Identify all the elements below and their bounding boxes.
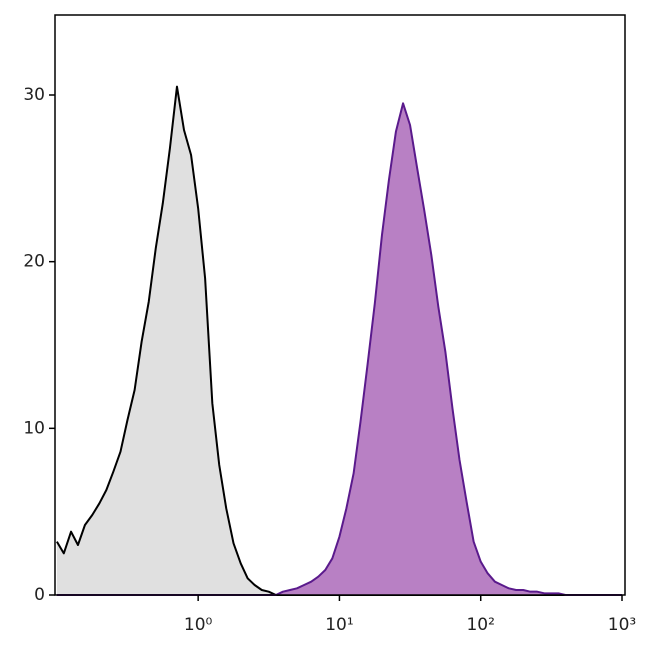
y-tick-label: 20 [23,252,45,272]
x-tick-label: 10³ [608,615,636,635]
x-tick-label: 10¹ [325,615,353,635]
y-tick-label: 0 [34,585,45,605]
y-tick-label: 30 [23,85,45,105]
y-tick-label: 10 [23,418,45,438]
x-tick-label: 10² [466,615,494,635]
x-tick-label: 10⁰ [184,615,213,635]
